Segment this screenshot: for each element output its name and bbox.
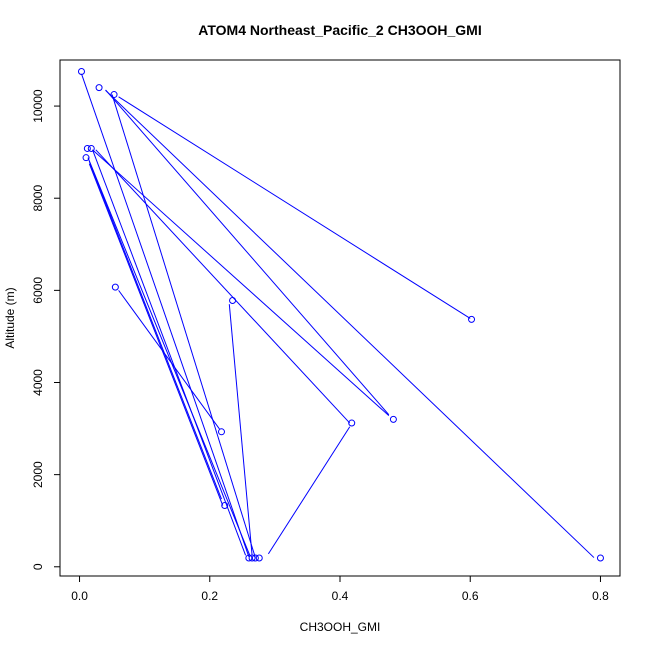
- data-point: [389, 415, 397, 423]
- data-point: [87, 144, 95, 152]
- data-point: [245, 554, 253, 562]
- series-points: [77, 68, 604, 562]
- data-point: [221, 502, 229, 510]
- data-point: [82, 154, 90, 162]
- series-segment: [88, 161, 222, 500]
- series-segment: [267, 426, 351, 555]
- x-tick-label: 0.4: [332, 589, 349, 603]
- series-segment: [92, 149, 390, 417]
- y-tick-label: 10000: [31, 89, 45, 123]
- y-tick-label: 0: [31, 563, 45, 570]
- y-axis: 0 2000 4000 6000 8000 10000: [31, 89, 60, 570]
- x-tick-label: 0.8: [592, 589, 609, 603]
- y-tick-label: 4000: [31, 369, 45, 396]
- series-segment: [81, 73, 250, 557]
- y-tick-label: 8000: [31, 185, 45, 212]
- chart-title: ATOM4 Northeast_Pacific_2 CH3OOH_GMI: [198, 22, 481, 38]
- series-segment: [87, 157, 251, 557]
- series-segment: [228, 304, 253, 556]
- x-tick-label: 0.0: [71, 589, 88, 603]
- series-segment: [92, 149, 247, 556]
- data-point: [255, 554, 263, 562]
- data-point: [468, 315, 476, 323]
- x-axis: 0.0 0.2 0.4 0.6 0.8: [71, 576, 609, 603]
- data-point: [251, 554, 259, 562]
- x-axis-label: CH3OOH_GMI: [300, 620, 381, 634]
- y-tick-label: 2000: [31, 461, 45, 488]
- data-point: [248, 554, 256, 562]
- series-segment: [105, 89, 390, 416]
- data-point: [348, 419, 356, 427]
- series-segment: [88, 163, 224, 506]
- y-axis-label: Altitude (m): [3, 287, 17, 348]
- series-line: [81, 73, 595, 558]
- plot-frame: [59, 59, 621, 577]
- data-point: [83, 144, 91, 152]
- series-segment: [95, 149, 351, 424]
- data-point: [229, 296, 237, 304]
- x-tick-label: 0.6: [462, 589, 479, 603]
- x-tick-label: 0.2: [201, 589, 218, 603]
- series-segment: [105, 90, 595, 558]
- series-segment: [118, 290, 220, 430]
- data-point: [77, 68, 85, 76]
- data-point: [110, 91, 118, 99]
- series-segment: [118, 96, 471, 319]
- data-point: [596, 554, 604, 562]
- data-point: [111, 283, 119, 291]
- data-point: [95, 84, 103, 92]
- y-tick-label: 6000: [31, 277, 45, 304]
- series-segment: [111, 94, 256, 558]
- data-point: [217, 428, 225, 436]
